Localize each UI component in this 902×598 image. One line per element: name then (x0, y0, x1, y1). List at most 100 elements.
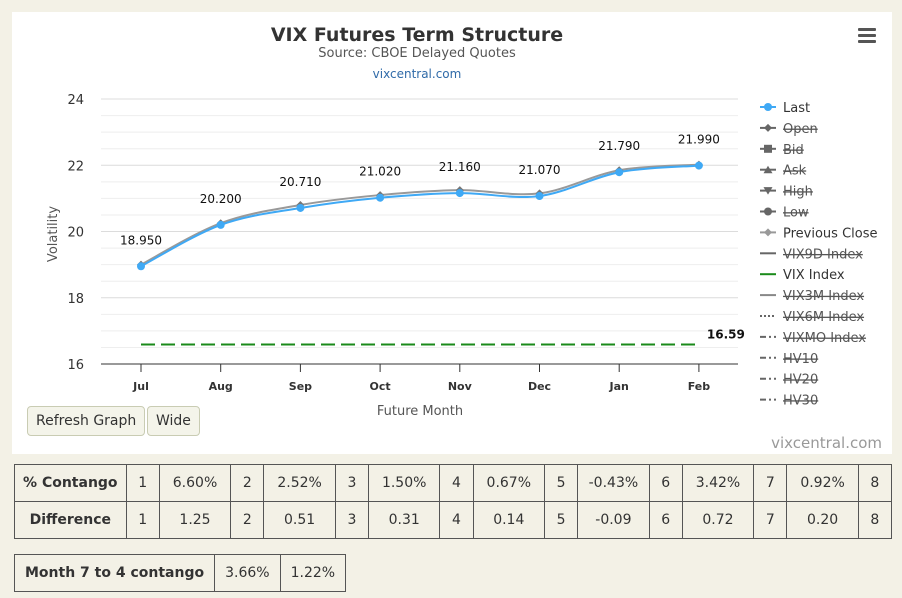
last-point[interactable] (376, 193, 385, 202)
month-number-cell: 8 (857, 464, 893, 502)
month-number-cell: 6 (648, 464, 683, 502)
last-point[interactable] (296, 203, 305, 212)
month-contango-value: 1.22% (279, 554, 347, 592)
legend-label: VIX Index (783, 268, 845, 283)
legend-item-vix6m-index[interactable]: VIX6M Index (760, 310, 864, 325)
value-cell: 0.92% (786, 464, 859, 502)
legend-label: Last (783, 101, 810, 116)
table-row-label: % Contango (14, 464, 127, 502)
legend-label: Ask (783, 164, 807, 179)
legend-label: High (783, 185, 813, 200)
x-tick-label: Oct (370, 380, 391, 393)
legend-label: HV30 (783, 394, 818, 409)
series-line-last[interactable] (140, 164, 699, 268)
last-point[interactable] (694, 161, 703, 170)
last-point[interactable] (535, 192, 544, 201)
value-cell: -0.43% (577, 464, 650, 502)
month-number-cell: 1 (125, 501, 160, 539)
x-axis-title: Future Month (377, 404, 463, 419)
legend-item-low[interactable]: Low (760, 206, 809, 221)
x-tick-label: Dec (528, 380, 551, 393)
value-cell: 3.42% (681, 464, 755, 502)
y-tick-label: 18 (67, 292, 84, 307)
y-axis-ticks: 16 18 20 22 24 (67, 93, 84, 373)
legend-item-hv10[interactable]: HV10 (760, 352, 818, 367)
month-contango-value: 3.66% (214, 554, 281, 592)
month-number-cell: 6 (648, 501, 683, 539)
value-cell: 1.50% (367, 464, 441, 502)
chart-title: VIX Futures Term Structure (271, 24, 563, 46)
table-row: Difference 1 1.25 2 0.51 3 0.31 4 0.14 5 -0.09 6 0.7… (14, 501, 893, 539)
last-point[interactable] (216, 220, 225, 229)
refresh-graph-button[interactable]: Refresh Graph (27, 406, 146, 436)
legend-item-vix3m-index[interactable]: VIX3M Index (760, 289, 864, 304)
last-point[interactable] (137, 262, 145, 271)
legend-item-vix9d-index[interactable]: VIX9D Index (760, 247, 863, 262)
month-number-cell: 7 (753, 464, 788, 502)
legend-label: VIXMO Index (783, 331, 866, 346)
x-tick-label: Jul (132, 380, 149, 393)
table-row: Month 7 to 4 contango 3.66% 1.22% (13, 554, 347, 592)
legend-item-ask[interactable]: Ask (760, 164, 807, 179)
value-cell: 0.14 (472, 501, 546, 539)
value-cell: 0.67% (472, 464, 546, 502)
value-cell: 0.51 (263, 501, 336, 539)
last-data-label: 21.020 (359, 165, 401, 179)
chart-subtitle: Source: CBOE Delayed Quotes (318, 46, 516, 61)
last-point[interactable] (455, 189, 464, 198)
last-data-label: 21.160 (439, 160, 481, 174)
month-contango-table: Month 7 to 4 contango 3.66% 1.22% (13, 554, 347, 592)
last-point[interactable] (615, 168, 624, 177)
last-data-label: 21.990 (678, 133, 720, 147)
legend-symbol-diamond (764, 228, 772, 237)
legend-item-hv30[interactable]: HV30 (760, 394, 818, 409)
month-number-cell: 1 (125, 464, 160, 502)
legend-item-previous-close[interactable]: Previous Close (760, 226, 878, 241)
value-cell: 1.25 (158, 501, 232, 539)
value-cell: 6.60% (158, 464, 232, 502)
legend-item-bid[interactable]: Bid (760, 143, 804, 158)
legend-label: HV20 (783, 373, 818, 388)
table-row: % Contango 1 6.60% 2 2.52% 3 1.50% 4 0.67% 5 -0.43… (14, 464, 893, 502)
last-data-label: 20.200 (200, 192, 242, 206)
month-number-cell: 5 (543, 464, 579, 502)
month-number-cell: 8 (857, 501, 893, 539)
y-tick-label: 24 (67, 93, 84, 108)
last-data-label: 21.070 (519, 163, 561, 177)
last-data-label: 18.950 (120, 233, 162, 247)
chart-credits[interactable]: vixcentral.com (771, 434, 882, 452)
legend-item-hv20[interactable]: HV20 (760, 373, 818, 388)
value-cell: 0.31 (367, 501, 441, 539)
value-cell: -0.09 (577, 501, 650, 539)
y-tick-label: 20 (67, 226, 84, 241)
legend-symbol-circle (764, 103, 772, 111)
hamburger-menu-icon[interactable] (858, 28, 876, 43)
legend-label: Low (783, 206, 809, 221)
source-link[interactable]: vixcentral.com (373, 67, 462, 81)
legend-label: VIX6M Index (783, 310, 864, 325)
value-cell: 2.52% (263, 464, 336, 502)
legend-symbol-diamond (764, 123, 772, 132)
last-data-label: 21.790 (598, 139, 640, 153)
legend-item-high[interactable]: High (760, 185, 813, 200)
x-axis-ticks: Jul Aug Sep Oct Nov Dec Jan Feb (132, 364, 710, 393)
y-axis-title: Volatility (46, 206, 61, 262)
legend-item-vix-index[interactable]: VIX Index (760, 268, 845, 283)
legend-symbol-triangle-down (763, 187, 773, 195)
legend-item-open[interactable]: Open (760, 122, 818, 137)
term-structure-chart: VIX Futures Term Structure Source: CBOE … (46, 24, 882, 452)
last-data-label: 20.710 (279, 175, 321, 189)
month-number-cell: 5 (543, 501, 579, 539)
month-number-cell: 7 (753, 501, 788, 539)
month-number-cell: 3 (334, 501, 370, 539)
month-number-cell: 2 (230, 464, 265, 502)
month-number-cell: 4 (439, 464, 474, 502)
legend-symbol-triangle (763, 165, 773, 174)
legend-item-vixmo-index[interactable]: VIXMO Index (760, 331, 866, 346)
x-tick-label: Aug (209, 380, 233, 393)
y-tick-label: 16 (67, 358, 84, 373)
legend-item-last[interactable]: Last (760, 101, 810, 116)
wide-button[interactable]: Wide (147, 406, 200, 436)
legend-label: Open (783, 122, 818, 137)
legend: Last Open Bid Ask High Low Previous Close VIX9D… (760, 101, 878, 409)
